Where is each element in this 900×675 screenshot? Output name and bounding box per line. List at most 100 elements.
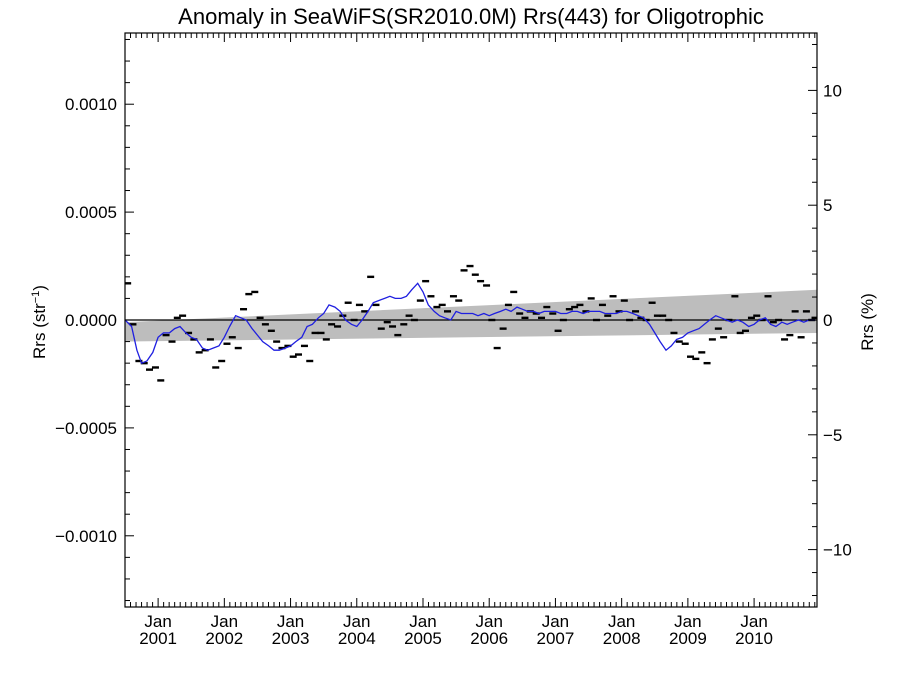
monthly-anomaly-marker — [185, 331, 193, 335]
monthly-anomaly-marker — [758, 318, 766, 322]
monthly-anomaly-marker — [582, 310, 590, 313]
monthly-anomaly-marker — [532, 312, 540, 315]
x-tick-year-label: 2007 — [537, 629, 575, 648]
monthly-anomaly-marker — [791, 310, 799, 313]
x-tick-year-label: 2009 — [669, 629, 707, 648]
right-y-tick-label: −5 — [823, 426, 842, 445]
monthly-anomaly-marker — [129, 323, 137, 326]
left-y-axis-label-base: Rrs (str — [30, 303, 49, 359]
monthly-anomaly-marker — [493, 346, 501, 350]
monthly-anomaly-marker — [708, 338, 716, 341]
monthly-anomaly-marker — [675, 340, 683, 343]
monthly-anomaly-marker — [377, 327, 385, 330]
monthly-anomaly-marker — [483, 284, 491, 287]
monthly-anomaly-marker — [278, 346, 286, 350]
x-tick-year-label: 2006 — [470, 629, 508, 648]
monthly-anomaly-marker — [355, 303, 363, 307]
monthly-anomaly-marker — [811, 316, 817, 320]
monthly-anomaly-marker — [543, 305, 551, 309]
monthly-anomaly-marker — [659, 314, 667, 317]
plot-area — [125, 264, 817, 382]
monthly-anomaly-marker — [488, 318, 496, 322]
right-y-tick-label: 5 — [823, 196, 832, 215]
left-y-axis-label-superscript: −1 — [30, 291, 42, 304]
monthly-anomaly-marker — [460, 269, 468, 272]
x-tick-year-label: 2010 — [735, 629, 773, 648]
monthly-anomaly-marker — [471, 273, 479, 276]
monthly-anomaly-marker — [698, 351, 706, 354]
smoothed-anomaly-line — [125, 282, 815, 365]
monthly-anomaly-marker — [146, 368, 154, 371]
monthly-anomaly-marker — [753, 314, 761, 317]
monthly-anomaly-marker — [731, 295, 739, 298]
monthly-anomaly-marker — [350, 318, 358, 322]
monthly-anomaly-marker — [692, 357, 700, 361]
monthly-anomaly-marker — [284, 344, 292, 348]
monthly-anomaly-marker — [587, 297, 595, 300]
monthly-anomaly-marker — [786, 333, 794, 337]
monthly-anomaly-marker — [466, 264, 474, 268]
monthly-anomaly-marker — [367, 275, 375, 279]
monthly-anomaly-marker — [670, 331, 678, 335]
monthly-anomaly-marker — [394, 333, 402, 337]
monthly-anomaly-marker — [289, 355, 297, 358]
monthly-anomaly-marker — [334, 325, 342, 328]
left-y-tick-label: 0.0005 — [65, 203, 117, 222]
monthly-anomaly-marker — [151, 366, 159, 369]
monthly-anomaly-marker — [322, 338, 330, 341]
monthly-anomaly-marker — [725, 318, 733, 322]
monthly-anomaly-marker — [261, 323, 269, 326]
monthly-anomaly-marker — [173, 316, 181, 320]
axes: 0.0010 0.0005 0.0000 −0.0005 −0.0010 10 5 0 −5 −1… — [55, 32, 852, 648]
monthly-anomaly-marker — [400, 323, 408, 326]
monthly-anomaly-marker — [201, 349, 209, 352]
monthly-anomaly-marker — [234, 346, 242, 350]
left-y-tick-label: 0.0010 — [65, 95, 117, 114]
monthly-anomaly-marker — [598, 303, 606, 307]
monthly-anomaly-marker — [620, 299, 628, 302]
x-tick-month-label: Jan — [475, 612, 502, 631]
monthly-anomaly-marker — [125, 282, 132, 285]
monthly-anomaly-marker — [267, 329, 275, 332]
monthly-anomaly-marker — [344, 301, 352, 304]
monthly-anomaly-marker — [300, 344, 308, 348]
monthly-anomaly-marker — [140, 361, 148, 365]
trend-band — [125, 289, 817, 342]
monthly-anomaly-marker — [510, 290, 518, 294]
monthly-anomaly-marker — [228, 336, 236, 339]
monthly-anomaly-marker — [504, 303, 512, 307]
monthly-anomaly-marker — [157, 379, 165, 382]
x-tick-month-label: Jan — [674, 612, 701, 631]
monthly-anomaly-marker — [609, 295, 617, 298]
x-tick-year-label: 2001 — [139, 629, 177, 648]
monthly-anomaly-marker — [256, 316, 264, 320]
monthly-anomaly-marker — [802, 310, 810, 313]
monthly-anomaly-marker — [736, 331, 744, 335]
monthly-anomaly-marker — [714, 327, 722, 330]
monthly-anomaly-marker — [626, 318, 634, 322]
x-tick-month-label: Jan — [277, 612, 304, 631]
monthly-anomaly-marker — [764, 295, 772, 298]
monthly-anomaly-marker — [433, 305, 441, 309]
monthly-anomaly-marker — [273, 340, 281, 343]
monthly-anomaly-marker — [251, 290, 259, 294]
monthly-anomaly-marker — [720, 336, 728, 339]
monthly-anomaly-marker — [240, 308, 248, 311]
monthly-anomaly-marker — [311, 331, 319, 335]
chart-title: Anomaly in SeaWiFS(SR2010.0M) Rrs(443) f… — [178, 4, 764, 29]
monthly-anomaly-marker — [648, 301, 656, 304]
monthly-anomaly-marker — [554, 329, 562, 332]
x-tick-month-label: Jan — [608, 612, 635, 631]
left-y-tick-label: −0.0005 — [55, 419, 117, 438]
monthly-anomaly-marker — [775, 318, 783, 322]
x-tick-month-label: Jan — [343, 612, 370, 631]
monthly-anomaly-marker — [294, 353, 302, 356]
monthly-anomaly-marker — [317, 331, 325, 335]
monthly-anomaly-marker — [703, 361, 711, 365]
left-y-tick-label: −0.0010 — [55, 527, 117, 546]
x-tick-year-label: 2004 — [338, 629, 376, 648]
right-y-axis-label: Rrs (%) — [858, 293, 877, 351]
monthly-anomaly-marker — [637, 316, 645, 320]
monthly-anomaly-marker — [681, 342, 689, 345]
monthly-anomaly-marker — [416, 299, 424, 302]
